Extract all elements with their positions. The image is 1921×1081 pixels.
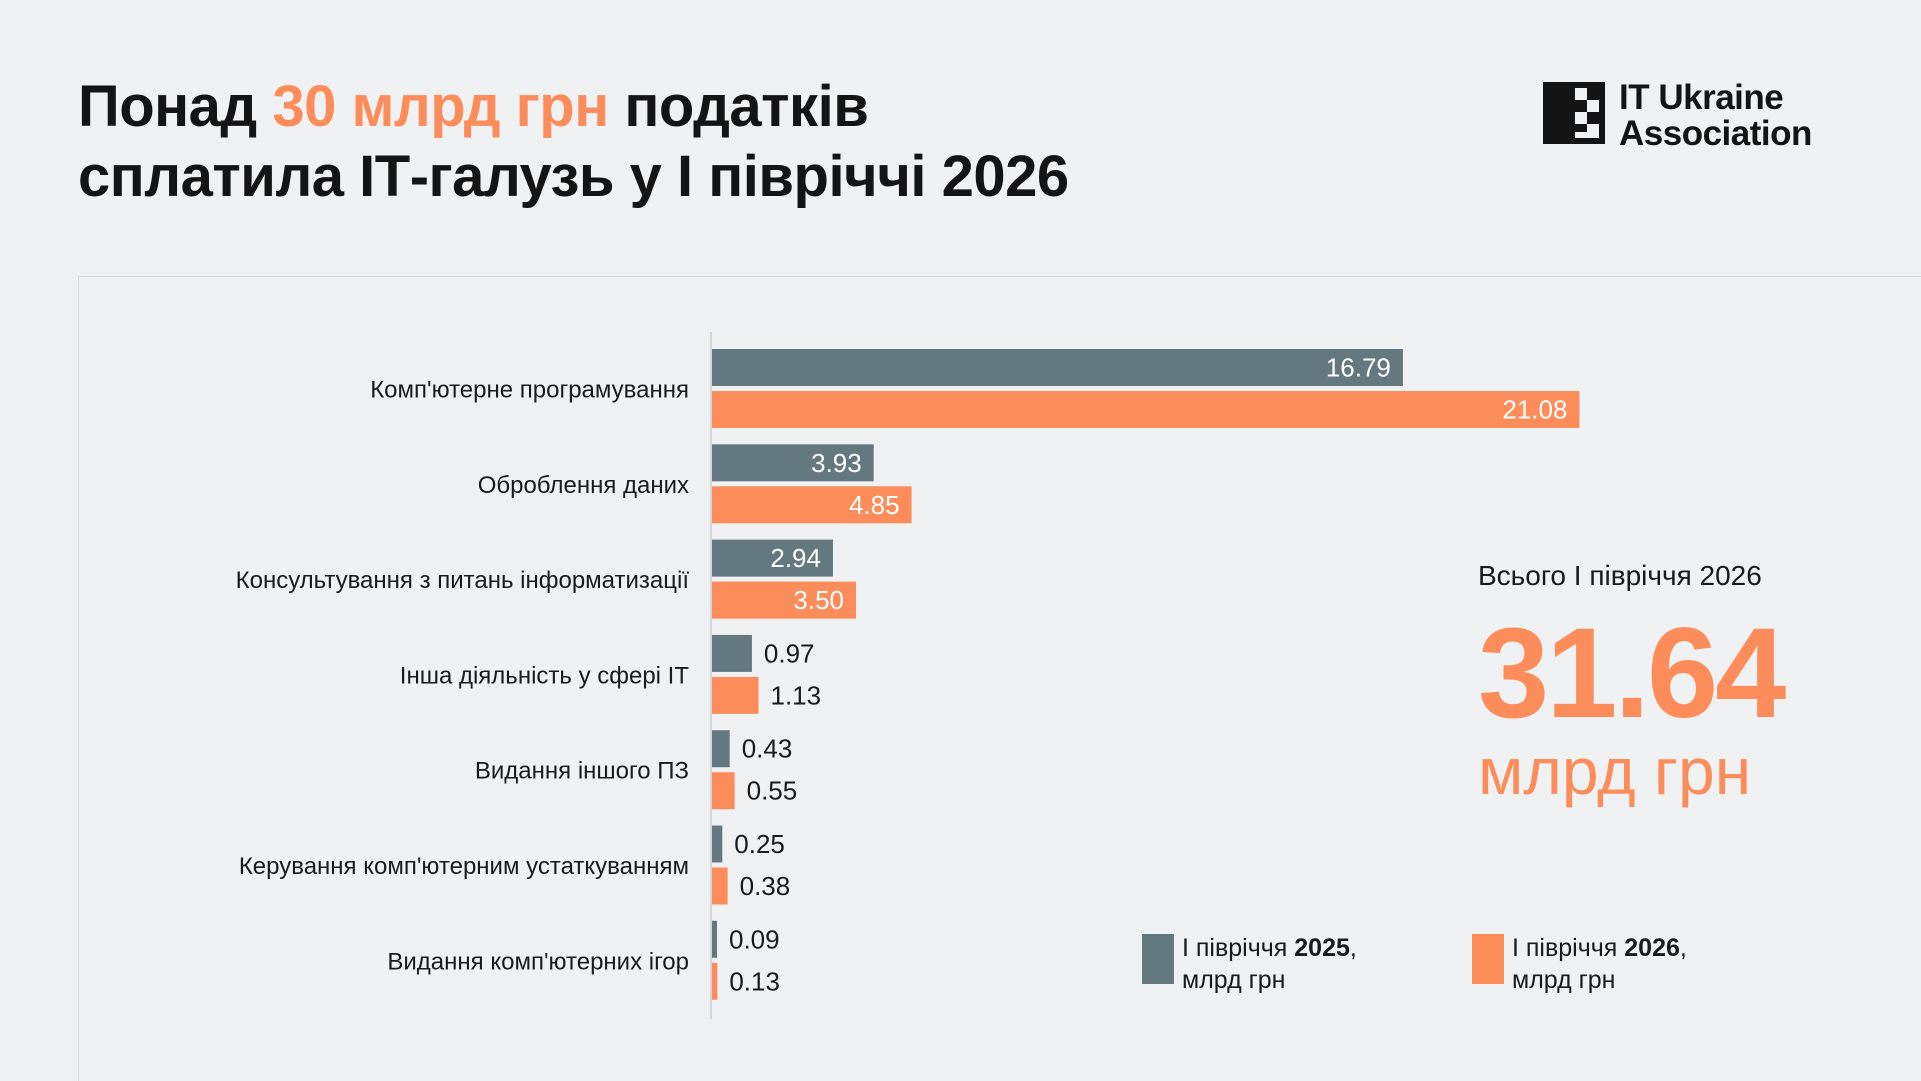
legend-text-2026: І півріччя 2026, млрд грн <box>1512 932 1687 996</box>
bar-2025 <box>712 825 723 863</box>
logo: IT Ukraine Association <box>1543 80 1843 152</box>
category-label: Видання іншого ПЗ <box>475 758 689 785</box>
logo-line-1: IT Ukraine <box>1619 78 1784 117</box>
total-unit: млрд грн <box>1478 734 1752 808</box>
data-label: 0.55 <box>747 776 798 806</box>
legend-suffix-2026: , <box>1679 934 1687 962</box>
logo-line-2: Association <box>1619 114 1812 153</box>
data-label: 0.25 <box>734 829 785 859</box>
bar-2026 <box>712 962 718 1000</box>
bar-chart: Комп'ютерне програмування 16.79 21.08 Оброб… <box>236 332 1580 1019</box>
data-label: 0.97 <box>764 638 815 668</box>
logo-mark-icon <box>1543 82 1605 144</box>
data-label: 16.79 <box>1326 353 1391 383</box>
data-label: 0.09 <box>729 924 780 954</box>
bar-2025 <box>712 730 730 768</box>
legend-swatch-2025 <box>1142 934 1174 984</box>
category-label: Керування комп'ютерним устаткуванням <box>239 853 689 880</box>
legend-year-2025: 2025 <box>1294 934 1350 962</box>
legend-label-2025: І півріччя <box>1182 934 1295 962</box>
category-label: Комп'ютерне програмування <box>370 377 689 404</box>
title-highlight: 30 млрд грн <box>272 74 609 139</box>
legend-suffix-2025: , <box>1349 934 1357 962</box>
category-label: Видання комп'ютерних ігор <box>387 948 689 975</box>
legend-unit-2026: млрд грн <box>1512 966 1616 994</box>
title-line-1: Понад 30 млрд грн податків <box>78 72 1069 142</box>
total-value: 31.64 <box>1478 602 1786 745</box>
bar-2025 <box>712 349 1403 386</box>
bar-2026 <box>712 486 912 524</box>
data-label: 0.13 <box>729 966 780 996</box>
legend-text-2025: І півріччя 2025, млрд грн <box>1182 932 1357 996</box>
bar-2026 <box>712 391 1580 428</box>
category-label: Консультування з питань інформатизації <box>236 567 690 594</box>
data-label: 21.08 <box>1502 395 1567 425</box>
data-label: 2.94 <box>770 543 821 573</box>
total-label: Всього І півріччя 2026 <box>1478 560 1762 591</box>
title-line-2: сплатила ІТ-галузь у І півріччі 2026 <box>78 144 1069 209</box>
legend-label-2026: І півріччя <box>1512 934 1625 962</box>
total-block: Всього І півріччя 2026 31.64 млрд грн <box>1478 560 1818 804</box>
bar-2025 <box>712 444 874 482</box>
legend-year-2026: 2026 <box>1624 934 1680 962</box>
data-label: 0.43 <box>742 734 793 764</box>
legend-unit-2025: млрд грн <box>1182 966 1286 994</box>
data-label: 3.50 <box>793 585 844 615</box>
bar-2026 <box>712 581 857 619</box>
bar-2026 <box>712 676 759 714</box>
bar-2025 <box>712 634 752 672</box>
legend-swatch-2026 <box>1472 934 1504 984</box>
bar-2026 <box>712 867 728 905</box>
category-label: Оброблення даних <box>478 472 689 499</box>
bar-2025 <box>712 920 717 958</box>
title-part-1: Понад <box>78 74 273 139</box>
title-part-2: податків <box>608 74 869 139</box>
data-label: 4.85 <box>849 490 900 520</box>
bar-2026 <box>712 772 735 810</box>
logo-text: IT Ukraine Association <box>1619 80 1812 152</box>
data-label: 3.93 <box>811 448 862 478</box>
bar-2025 <box>712 539 833 577</box>
category-label: Інша діяльність у сфері ІТ <box>400 662 690 689</box>
chart-panel: Комп'ютерне програмування 16.79 21.08 Оброб… <box>78 276 1921 1081</box>
page-title: Понад 30 млрд грн податків сплатила ІТ-г… <box>78 72 1069 212</box>
data-label: 0.38 <box>740 871 791 901</box>
data-label: 1.13 <box>770 680 821 710</box>
